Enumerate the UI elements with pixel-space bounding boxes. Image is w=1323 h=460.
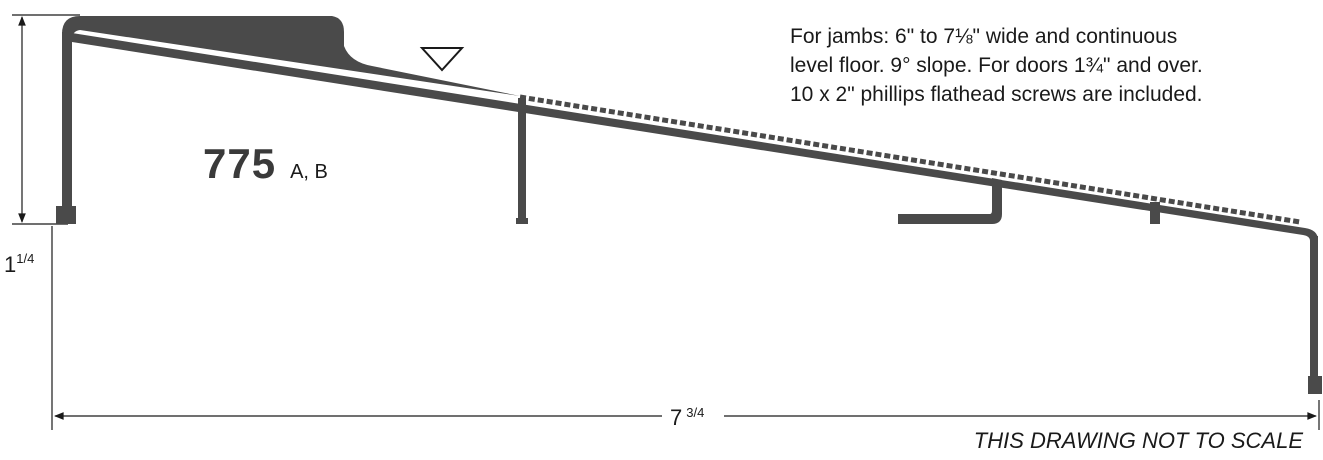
not-to-scale-disclaimer: THIS DRAWING NOT TO SCALE — [973, 428, 1303, 453]
threshold-right-leg — [1310, 236, 1318, 378]
threshold-screw-channel — [898, 178, 1002, 224]
threshold-left-leg — [62, 32, 72, 216]
height-dimension-label: 11/4 — [4, 251, 34, 277]
threshold-tread-ribs — [519, 94, 1301, 225]
threshold-center-fin-foot — [516, 218, 528, 224]
spec-note-line: For jambs: 6" to 7⅛" wide and continuous — [790, 25, 1178, 48]
spec-note-line: 10 x 2" phillips flathead screws are inc… — [790, 83, 1203, 106]
width-dimension-label: 7 3/4 — [670, 405, 704, 430]
threshold-right-fin — [1150, 202, 1160, 224]
threshold-center-fin — [518, 98, 526, 224]
spec-notes: For jambs: 6" to 7⅛" wide and continuous… — [790, 22, 1310, 109]
door-position-triangle-icon — [419, 47, 465, 72]
threshold-sloped-deck — [72, 33, 1318, 252]
threshold-right-foot — [1308, 376, 1322, 394]
spec-note-line: level floor. 9° slope. For doors 1¾" and… — [790, 54, 1203, 77]
model-number: 775 — [203, 140, 277, 187]
threshold-left-foot — [56, 206, 76, 224]
threshold-raised-nose — [62, 16, 520, 96]
model-variants: A, B — [290, 161, 328, 183]
model-designation: 775 A, B — [203, 140, 328, 188]
